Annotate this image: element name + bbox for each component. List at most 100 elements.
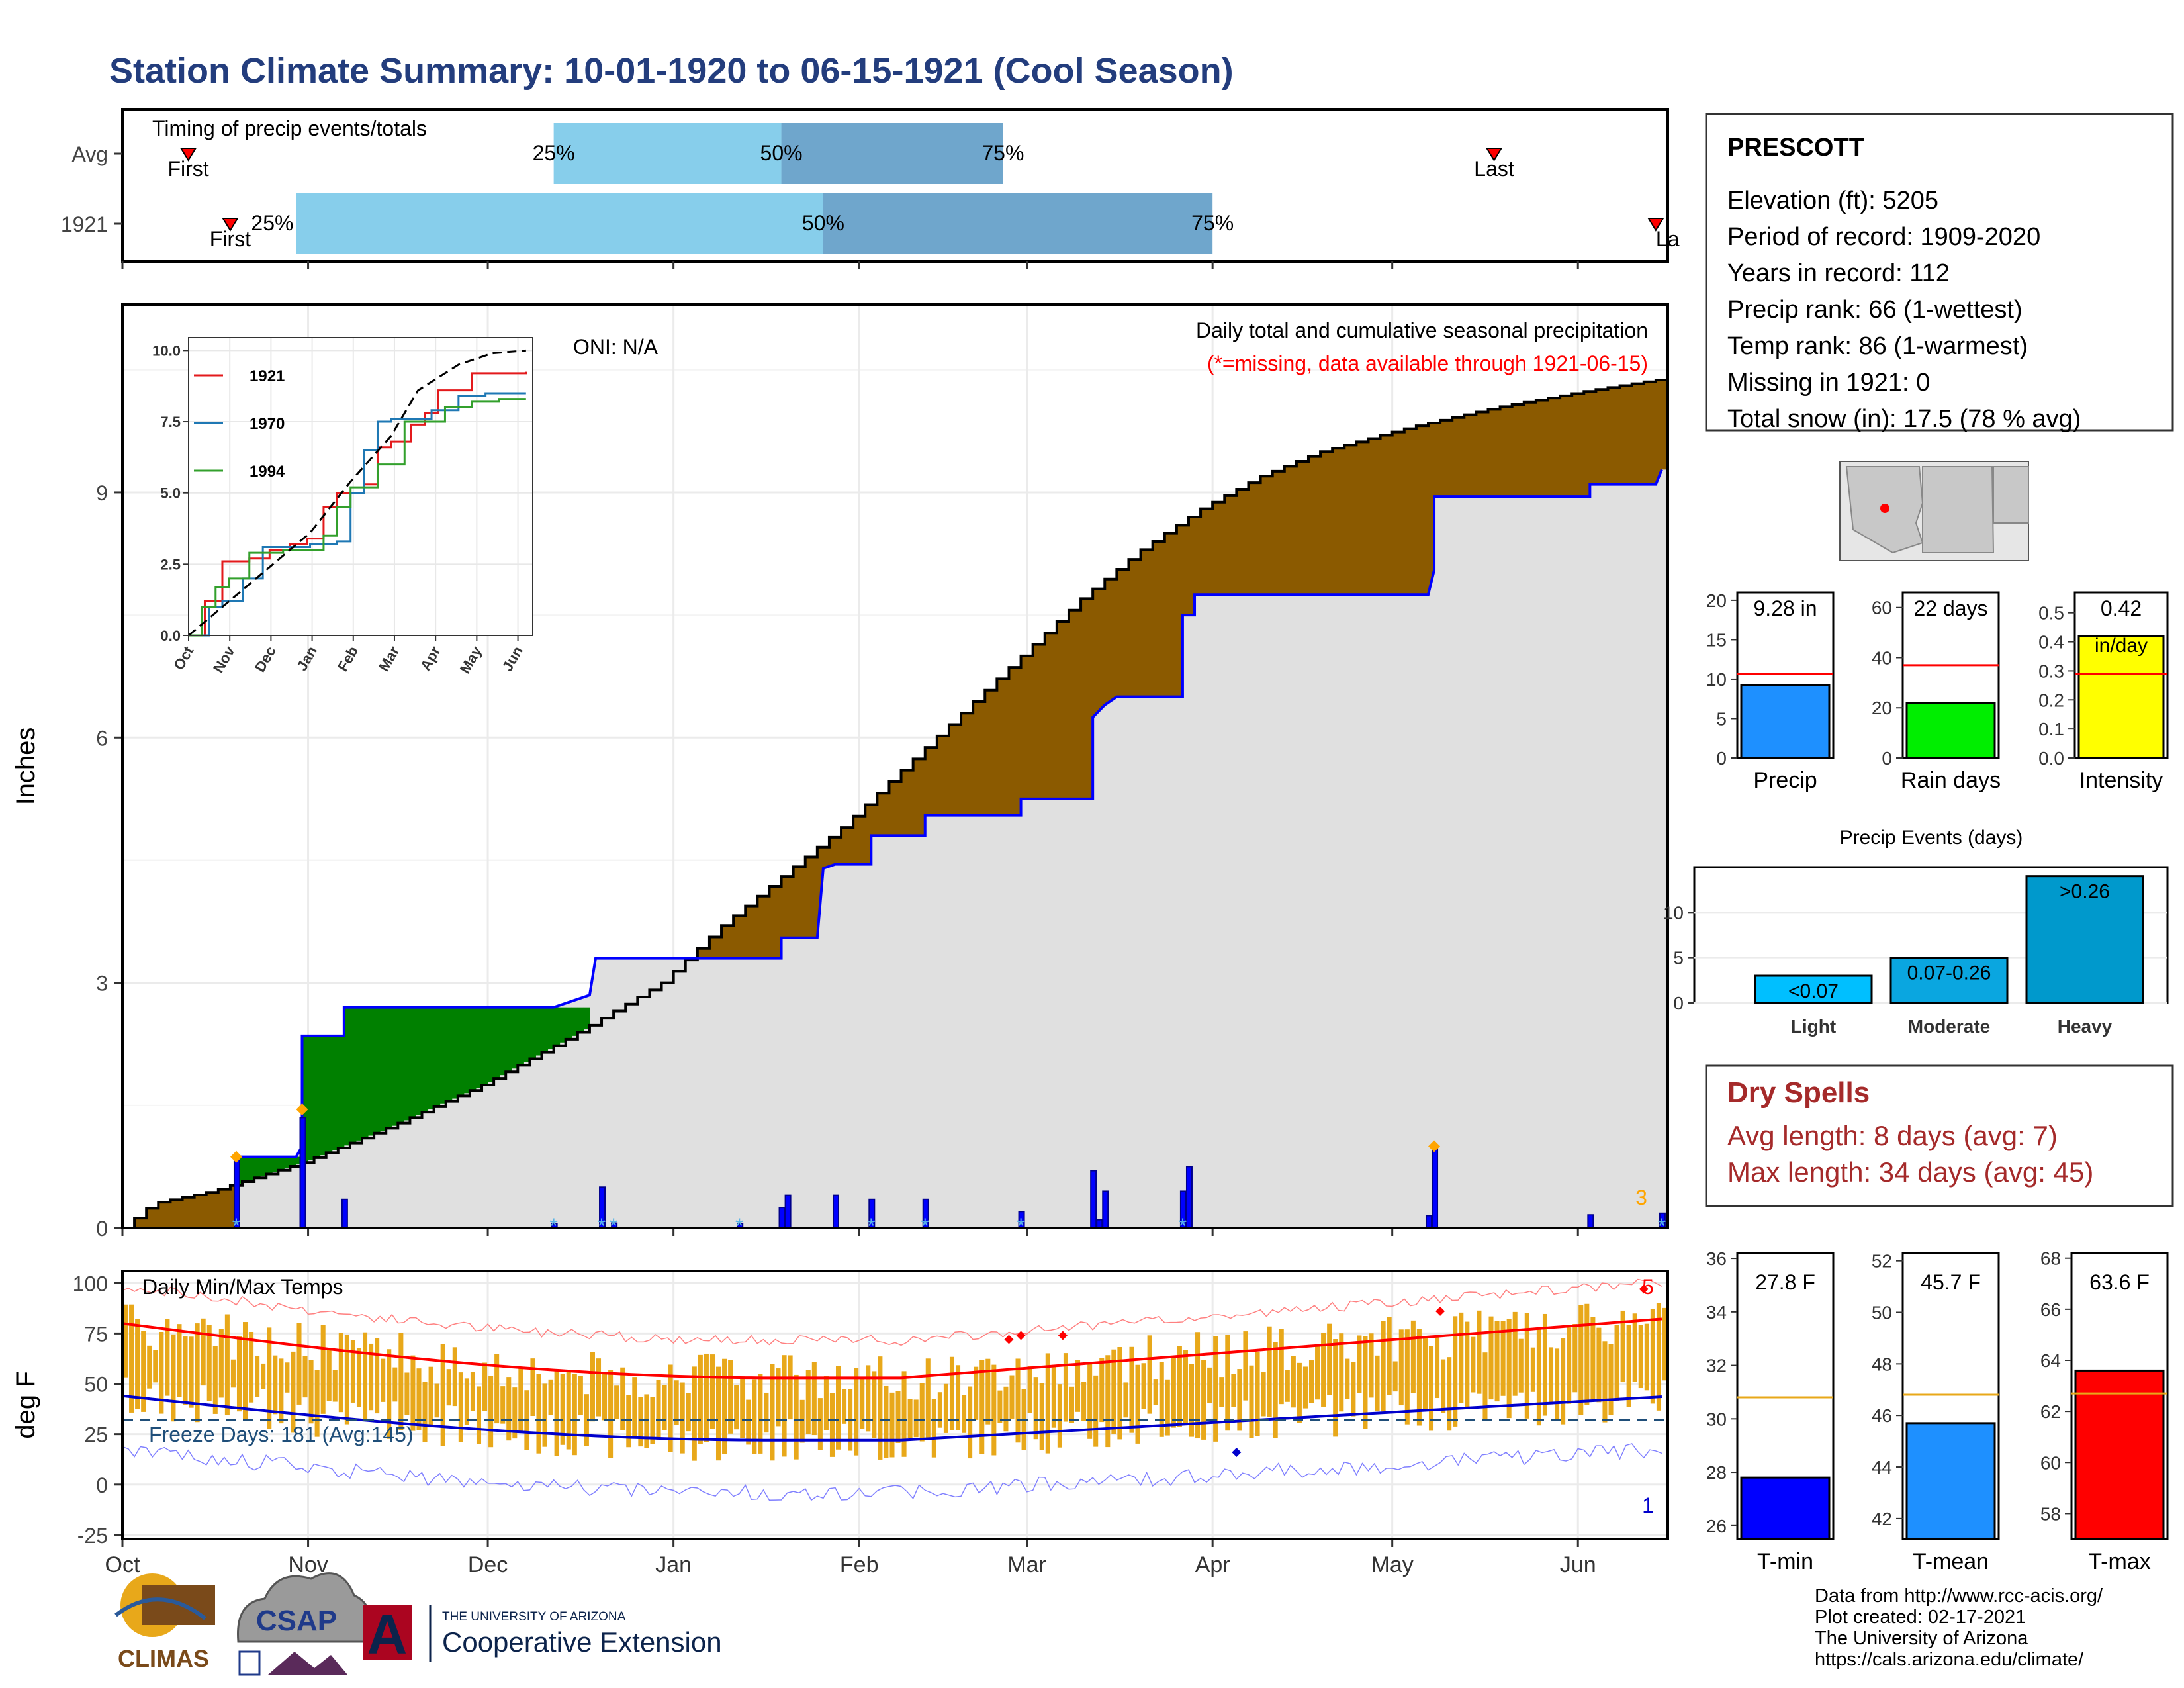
timing-bar-q50-q75	[782, 123, 1003, 184]
daily-precip-bar	[1103, 1191, 1108, 1228]
above-average-fill	[362, 1008, 369, 1139]
temp-bar-ytick-label: 46	[1872, 1405, 1892, 1426]
precip-events-ytick-label: 10	[1663, 902, 1684, 923]
precip-events-bar-label: >0.26	[2060, 881, 2110, 903]
daily-temp-range-bar	[441, 1344, 445, 1446]
daily-temp-range-bar	[1267, 1327, 1272, 1417]
daily-temp-range-bar	[818, 1398, 823, 1450]
daily-temp-range-bar	[123, 1305, 128, 1378]
daily-temp-range-bar	[225, 1315, 230, 1415]
mini-bar-label: Precip	[1753, 768, 1817, 793]
daily-temp-range-bar	[608, 1370, 613, 1458]
above-average-fill	[356, 1008, 363, 1141]
snow-day-marker: *	[921, 1214, 929, 1238]
above-average-fill	[512, 1008, 518, 1069]
daily-temp-range-bar	[806, 1370, 811, 1434]
daily-temp-range-bar	[1578, 1305, 1583, 1415]
daily-temp-range-bar	[1549, 1347, 1553, 1404]
timing-last-label: La	[1656, 227, 1680, 251]
above-average-fill	[476, 1008, 482, 1088]
above-average-fill	[440, 1008, 447, 1104]
station-info-box: PRESCOTTElevation (ft): 5205Period of re…	[1706, 114, 2173, 433]
daily-temp-range-bar	[1459, 1313, 1463, 1403]
daily-temp-range-bar	[1351, 1362, 1355, 1417]
footer: Data from http://www.rcc-acis.org/Plot c…	[1815, 1585, 2103, 1670]
daily-temp-range-bar	[1028, 1366, 1032, 1413]
temp-month-label: Feb	[840, 1552, 879, 1577]
daily-temp-range-bar	[1291, 1356, 1296, 1407]
daily-temp-range-bar	[1303, 1366, 1308, 1408]
daily-temp-range-bar	[1519, 1339, 1524, 1393]
temp-panel-label: Daily Min/Max Temps	[142, 1275, 343, 1299]
daily-temp-range-bar	[177, 1324, 181, 1397]
daily-temp-range-bar	[530, 1358, 535, 1416]
daily-temp-range-bar	[375, 1338, 379, 1413]
inset-ytick-label: 10.0	[152, 342, 181, 359]
daily-temp-range-bar	[404, 1372, 409, 1415]
above-average-fill	[542, 1008, 549, 1053]
temp-bar-chart-t-max: 58606264666863.6 FT-max	[2040, 1248, 2167, 1574]
ua-logo-big-text: Cooperative Extension	[442, 1626, 722, 1658]
above-average-fill	[446, 1008, 453, 1102]
daily-temp-range-bar	[698, 1355, 703, 1444]
daily-precip-bar	[300, 1117, 306, 1228]
daily-temp-range-bar	[985, 1359, 990, 1425]
daily-temp-range-bar	[141, 1331, 146, 1412]
daily-temp-range-bar	[1387, 1317, 1392, 1395]
precip-ytick-label: 9	[96, 481, 108, 505]
precip-events-category: Moderate	[1908, 1016, 1990, 1037]
daily-temp-range-bar	[1357, 1335, 1361, 1393]
temp-bar-ytick-label: 64	[2040, 1350, 2061, 1371]
daily-temp-range-bar	[1052, 1365, 1056, 1428]
above-average-fill	[482, 1008, 488, 1085]
timing-panel: Timing of precip events/totals25% 50% 75%F…	[61, 109, 1680, 269]
daily-temp-range-bar	[447, 1369, 451, 1405]
daily-temp-range-bar	[213, 1346, 218, 1414]
mini-bar-label: Rain days	[1901, 768, 2001, 793]
daily-temp-range-bar	[758, 1374, 762, 1454]
daily-temp-range-bar	[1572, 1324, 1577, 1392]
timing-pct-75: 75%	[981, 141, 1024, 165]
daily-temp-range-bar	[974, 1367, 978, 1420]
daily-temp-range-bar	[518, 1368, 523, 1432]
timing-pct-50: 50%	[802, 211, 844, 235]
logo-ua-extension: A THE UNIVERSITY OF ARIZONACooperative Ex…	[363, 1603, 722, 1665]
temp-bar-ytick-label: 30	[1706, 1409, 1727, 1429]
above-average-fill	[488, 1008, 494, 1082]
daily-temp-range-bar	[1154, 1379, 1158, 1405]
above-average-fill	[500, 1008, 506, 1075]
ua-logo-letter: A	[367, 1603, 408, 1665]
temp-bar-label: T-max	[2088, 1549, 2150, 1574]
temp-bar-value-label: 27.8 F	[1755, 1270, 1815, 1294]
precip-ytick-label: 6	[96, 726, 108, 750]
daily-temp-range-bar	[1399, 1329, 1404, 1405]
above-average-fill	[368, 1008, 375, 1136]
daily-temp-range-bar	[237, 1336, 242, 1411]
precip-events-title: Precip Events (days)	[1840, 827, 2023, 849]
above-average-fill	[523, 1008, 530, 1062]
daily-temp-range-bar	[1297, 1363, 1302, 1423]
daily-temp-range-bar	[567, 1370, 571, 1449]
daily-temp-range-bar	[1207, 1368, 1212, 1403]
daily-temp-range-bar	[692, 1366, 697, 1460]
daily-temp-range-bar	[1034, 1377, 1038, 1439]
daily-temp-range-bar	[1381, 1321, 1386, 1411]
footer-line: Data from http://www.rcc-acis.org/	[1815, 1585, 2103, 1607]
above-average-fill	[428, 1008, 435, 1109]
daily-precip-bar	[342, 1199, 347, 1228]
temp-bar-label: T-min	[1757, 1549, 1813, 1574]
above-average-fill	[410, 1008, 416, 1118]
daily-temp-range-bar	[398, 1333, 403, 1430]
above-average-fill	[386, 1008, 392, 1129]
temp-month-label: Apr	[1195, 1552, 1230, 1577]
mini-bar-chart-rain-days: 0204060 22 daysRain days	[1872, 592, 2001, 793]
snow-day-marker: *	[867, 1214, 875, 1238]
daily-temp-range-bar	[345, 1335, 349, 1424]
daily-temp-range-bar	[243, 1322, 248, 1421]
above-average-fill	[338, 1036, 345, 1148]
daily-temp-range-bar	[920, 1383, 925, 1442]
above-average-fill	[392, 1008, 398, 1126]
logo-climas: CLIMAS	[116, 1573, 215, 1672]
daily-temp-range-bar	[914, 1399, 919, 1437]
